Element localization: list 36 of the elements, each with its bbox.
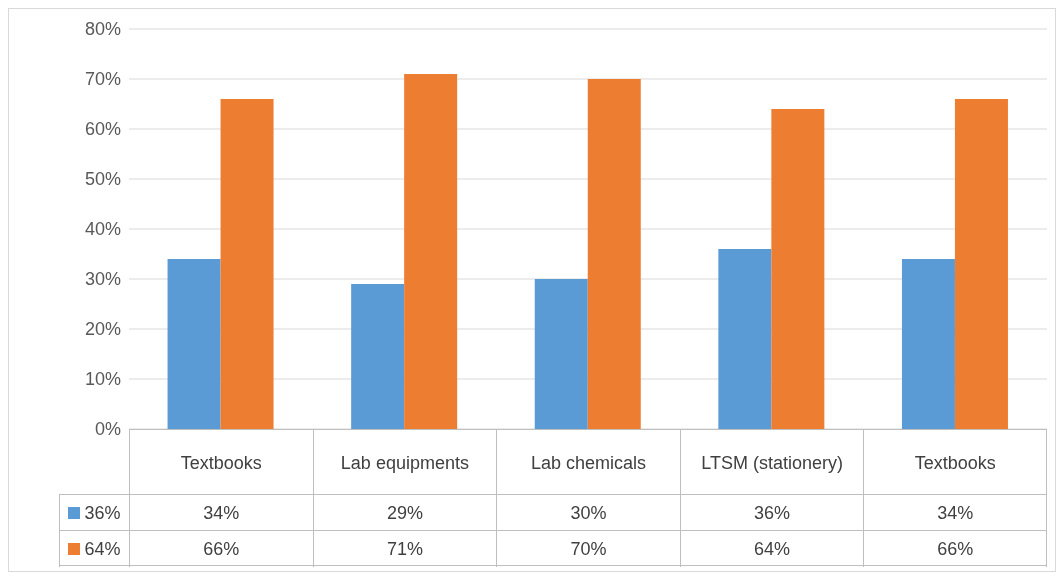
data-label: 64% xyxy=(679,531,864,567)
bar xyxy=(954,99,1008,429)
bar xyxy=(167,259,221,429)
data-label: 34% xyxy=(129,495,313,531)
data-label: 70% xyxy=(496,531,680,567)
data-label: 66% xyxy=(129,531,313,567)
y-tick-label: 40% xyxy=(84,219,121,240)
data-label: 30% xyxy=(496,495,680,531)
legend-label: 36% xyxy=(84,502,121,524)
y-tick-label: 60% xyxy=(84,119,121,140)
bar xyxy=(404,74,458,429)
y-tick-label: 80% xyxy=(84,19,121,40)
bar xyxy=(718,249,772,429)
y-tick-label: 30% xyxy=(84,269,121,290)
x-tick-label: Textbooks xyxy=(129,430,313,495)
y-tick-label: 70% xyxy=(84,69,121,90)
bar xyxy=(771,109,825,429)
x-tick-label: Textbooks xyxy=(863,430,1047,495)
data-label: 36% xyxy=(679,495,864,531)
data-label: 29% xyxy=(312,495,497,531)
y-tick-label: 20% xyxy=(84,319,121,340)
x-tick-label: Lab chemicals xyxy=(496,430,680,495)
bar xyxy=(220,99,274,429)
legend-label: 64% xyxy=(84,538,121,560)
x-tick-label: LTSM (stationery) xyxy=(679,430,864,495)
data-label: 71% xyxy=(312,531,497,567)
data-label: 34% xyxy=(863,495,1047,531)
bar xyxy=(351,284,405,429)
data-label: 66% xyxy=(863,531,1047,567)
bar xyxy=(901,259,955,429)
y-tick-label: 50% xyxy=(84,169,121,190)
x-tick-label: Lab equipments xyxy=(312,430,497,495)
y-tick-label: 10% xyxy=(84,369,121,390)
bar xyxy=(534,279,588,429)
bar xyxy=(587,79,641,429)
y-tick-label: 0% xyxy=(94,419,121,440)
